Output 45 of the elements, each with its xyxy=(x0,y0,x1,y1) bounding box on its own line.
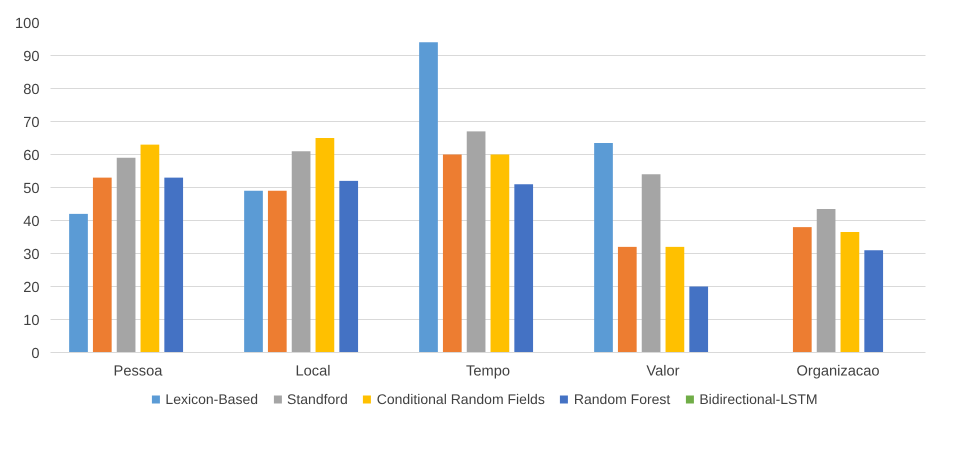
y-tick-label: 10 xyxy=(23,313,40,329)
bar xyxy=(840,232,860,352)
y-tick-label: 0 xyxy=(31,346,40,362)
bar xyxy=(816,208,836,352)
x-tick-label: Pessoa xyxy=(114,364,164,380)
bar xyxy=(316,138,334,352)
y-tick-label: 90 xyxy=(23,49,40,65)
bar xyxy=(419,42,438,352)
bar xyxy=(164,178,184,352)
legend-label: Lexicon-Based xyxy=(165,391,258,407)
bar xyxy=(666,246,684,352)
y-tick-label: 30 xyxy=(23,247,40,263)
bar xyxy=(466,131,486,352)
bar xyxy=(140,144,160,352)
bar xyxy=(490,154,510,352)
bar xyxy=(268,190,287,352)
bar xyxy=(792,227,812,352)
bar xyxy=(618,246,637,352)
bar xyxy=(69,214,88,352)
bar xyxy=(92,178,112,352)
bar xyxy=(339,180,358,352)
x-tick-label: Organizacao xyxy=(796,364,880,380)
x-tick-label: Local xyxy=(295,364,331,380)
bar xyxy=(442,154,462,352)
legend-label: Standford xyxy=(287,391,348,407)
bar xyxy=(642,174,660,352)
legend-label: Random Forest xyxy=(574,391,670,407)
bar xyxy=(514,184,534,352)
legend-label: Bidirectional-LSTM xyxy=(699,391,818,407)
legend-label: Conditional Random Fields xyxy=(376,391,545,407)
bar xyxy=(244,190,263,352)
y-tick-label: 60 xyxy=(23,148,40,164)
y-tick-label: 40 xyxy=(23,214,40,230)
bar xyxy=(689,286,708,352)
y-tick-label: 50 xyxy=(23,181,40,197)
bar xyxy=(292,151,310,352)
y-tick-label: 100 xyxy=(15,16,40,32)
bar xyxy=(116,158,136,352)
bar xyxy=(594,142,613,352)
x-tick-label: Valor xyxy=(646,364,680,380)
y-tick-label: 80 xyxy=(23,82,40,98)
y-tick-label: 70 xyxy=(23,115,40,131)
bar xyxy=(864,250,884,352)
x-tick-label: Tempo xyxy=(466,364,510,380)
y-tick-label: 20 xyxy=(23,280,40,296)
